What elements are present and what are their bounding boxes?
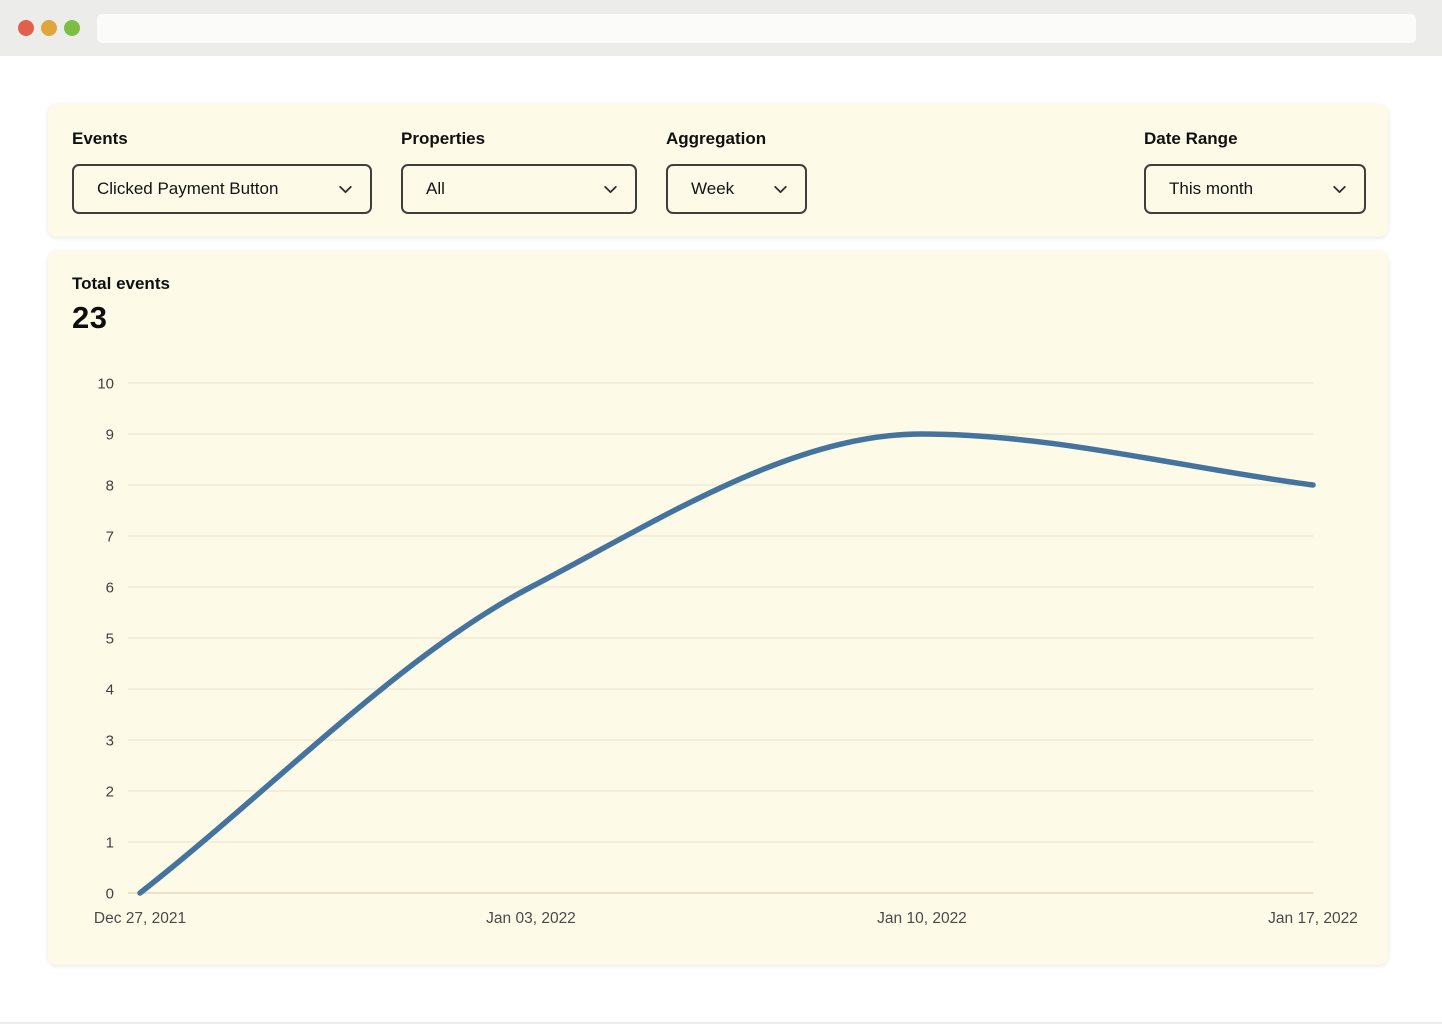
svg-text:9: 9 xyxy=(106,427,114,444)
svg-text:4: 4 xyxy=(106,682,114,699)
filter-group-date-range: Date Range This month xyxy=(1144,129,1366,214)
svg-text:8: 8 xyxy=(106,478,114,495)
browser-chrome xyxy=(0,0,1442,56)
events-line-chart: 0 1 2 3 4 5 6 7 8 9 10 Dec 27, 2021 Jan 03, 2022 Jan … xyxy=(94,376,1358,928)
events-dropdown-value: Clicked Payment Button xyxy=(97,179,279,198)
chart-card: 0 1 2 3 4 5 6 7 8 9 10 Dec 27, 2021 Jan 03, 2022 Jan … xyxy=(48,251,1388,965)
aggregation-label: Aggregation xyxy=(666,129,767,148)
svg-text:0: 0 xyxy=(106,886,114,903)
zoom-window-button[interactable] xyxy=(64,20,80,36)
date-range-dropdown-value: This month xyxy=(1169,179,1254,198)
aggregation-dropdown[interactable]: Week xyxy=(666,164,807,214)
chevron-down-icon xyxy=(602,181,619,198)
filter-bar: Events Clicked Payment Button Properties… xyxy=(48,104,1388,237)
svg-text:3: 3 xyxy=(106,733,114,750)
filter-group-properties: Properties All xyxy=(401,129,637,214)
aggregation-dropdown-value: Week xyxy=(691,179,735,198)
date-range-dropdown[interactable]: This month xyxy=(1144,164,1366,214)
window-controls xyxy=(18,20,80,36)
chevron-down-icon xyxy=(772,181,789,198)
page: Events Clicked Payment Button Properties… xyxy=(0,56,1442,1024)
svg-text:Jan 03, 2022: Jan 03, 2022 xyxy=(486,910,576,927)
total-events-label: Total events xyxy=(72,274,170,293)
properties-dropdown[interactable]: All xyxy=(401,164,637,214)
properties-label: Properties xyxy=(401,129,486,148)
events-dropdown[interactable]: Clicked Payment Button xyxy=(72,164,372,214)
chart-header: Total events 23 xyxy=(72,274,170,336)
svg-text:1: 1 xyxy=(106,835,114,852)
date-range-label: Date Range xyxy=(1144,129,1238,148)
svg-text:5: 5 xyxy=(106,631,114,648)
events-label: Events xyxy=(72,129,128,148)
svg-text:10: 10 xyxy=(97,376,114,393)
address-bar[interactable] xyxy=(97,14,1416,43)
close-window-button[interactable] xyxy=(18,20,34,36)
svg-text:2: 2 xyxy=(106,784,114,801)
svg-text:Dec 27, 2021: Dec 27, 2021 xyxy=(94,910,186,927)
svg-text:7: 7 xyxy=(106,529,114,546)
chevron-down-icon xyxy=(1331,181,1348,198)
filter-group-events: Events Clicked Payment Button xyxy=(72,129,372,214)
svg-text:Jan 10, 2022: Jan 10, 2022 xyxy=(877,910,967,927)
filter-group-aggregation: Aggregation Week xyxy=(666,129,807,214)
properties-dropdown-value: All xyxy=(426,179,445,198)
minimize-window-button[interactable] xyxy=(41,20,57,36)
chevron-down-icon xyxy=(337,181,354,198)
svg-text:Jan 17, 2022: Jan 17, 2022 xyxy=(1268,910,1358,927)
svg-text:6: 6 xyxy=(106,580,114,597)
total-events-value: 23 xyxy=(72,300,108,335)
